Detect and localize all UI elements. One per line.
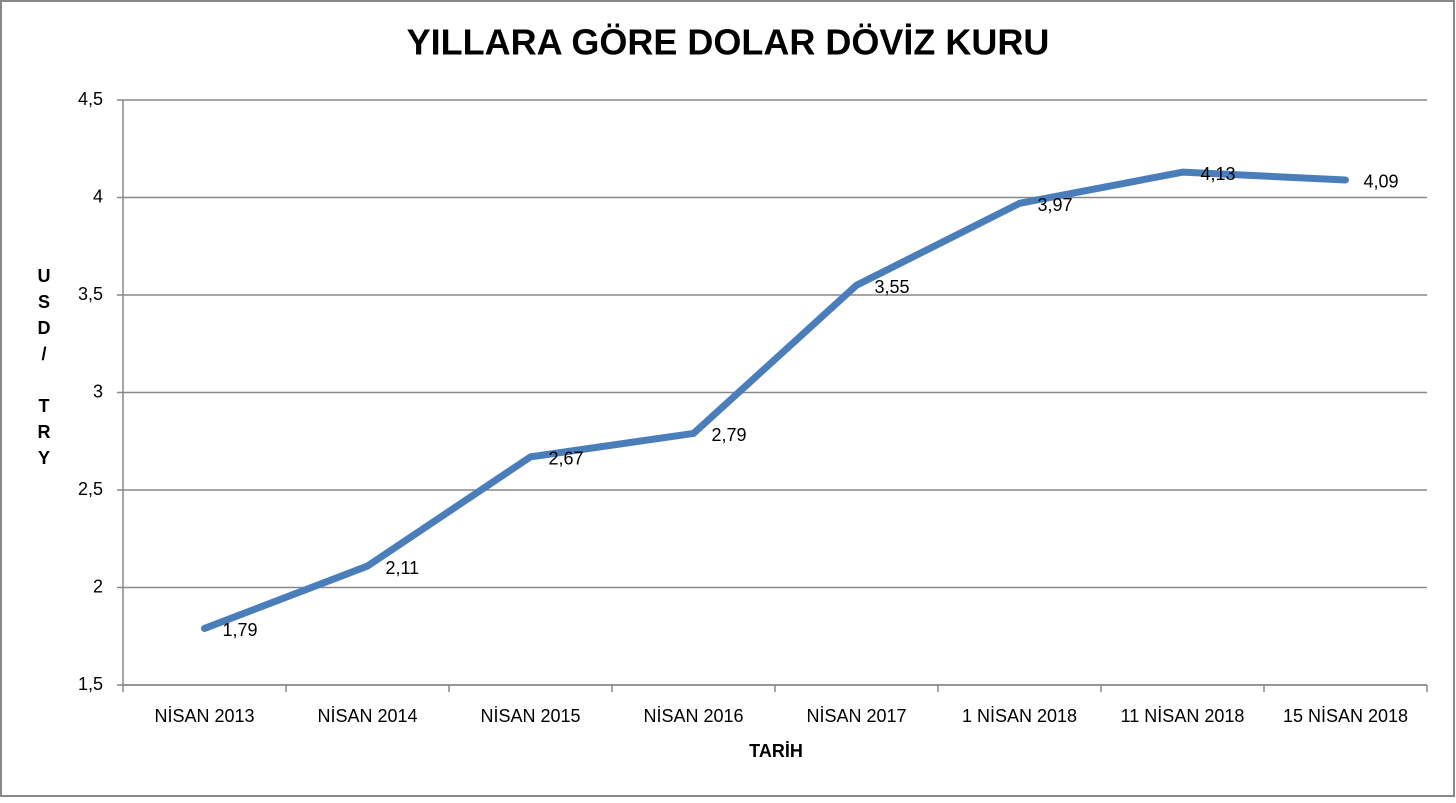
y-tick-label: 4 [93, 186, 103, 206]
data-line [201, 168, 1349, 632]
x-tick-label: 15 NİSAN 2018 [1283, 706, 1408, 726]
x-tick-label: NİSAN 2017 [806, 706, 906, 726]
data-label: 3,97 [1038, 195, 1073, 215]
x-axis-label: TARİH [749, 741, 803, 761]
y-tick-label: 3 [93, 381, 103, 401]
x-tick-label: 1 NİSAN 2018 [962, 706, 1077, 726]
data-label: 2,11 [386, 558, 420, 578]
data-label: 3,55 [875, 277, 910, 297]
x-tick-label: NİSAN 2015 [480, 706, 580, 726]
y-tick-label: 2,5 [78, 479, 103, 499]
x-tick-label: 11 NİSAN 2018 [1121, 706, 1245, 726]
data-label: 2,79 [712, 425, 747, 445]
x-tick-label: NİSAN 2014 [317, 706, 417, 726]
y-tick-label: 3,5 [78, 284, 103, 304]
y-tick-label: 4,5 [78, 89, 103, 109]
data-label: 4,13 [1201, 164, 1236, 184]
chart-title: YILLARA GÖRE DOLAR DÖVİZ KURU [407, 22, 1050, 63]
x-tick-label: NİSAN 2013 [154, 706, 254, 726]
y-tick-label: 1,5 [78, 674, 103, 694]
y-axis-label: USD/ TRY [34, 266, 54, 474]
data-label: 4,09 [1364, 172, 1399, 192]
data-label: 2,67 [549, 449, 584, 469]
data-label: 1,79 [223, 620, 258, 640]
y-tick-label: 2 [93, 576, 103, 596]
x-tick-label: NİSAN 2016 [643, 706, 743, 726]
